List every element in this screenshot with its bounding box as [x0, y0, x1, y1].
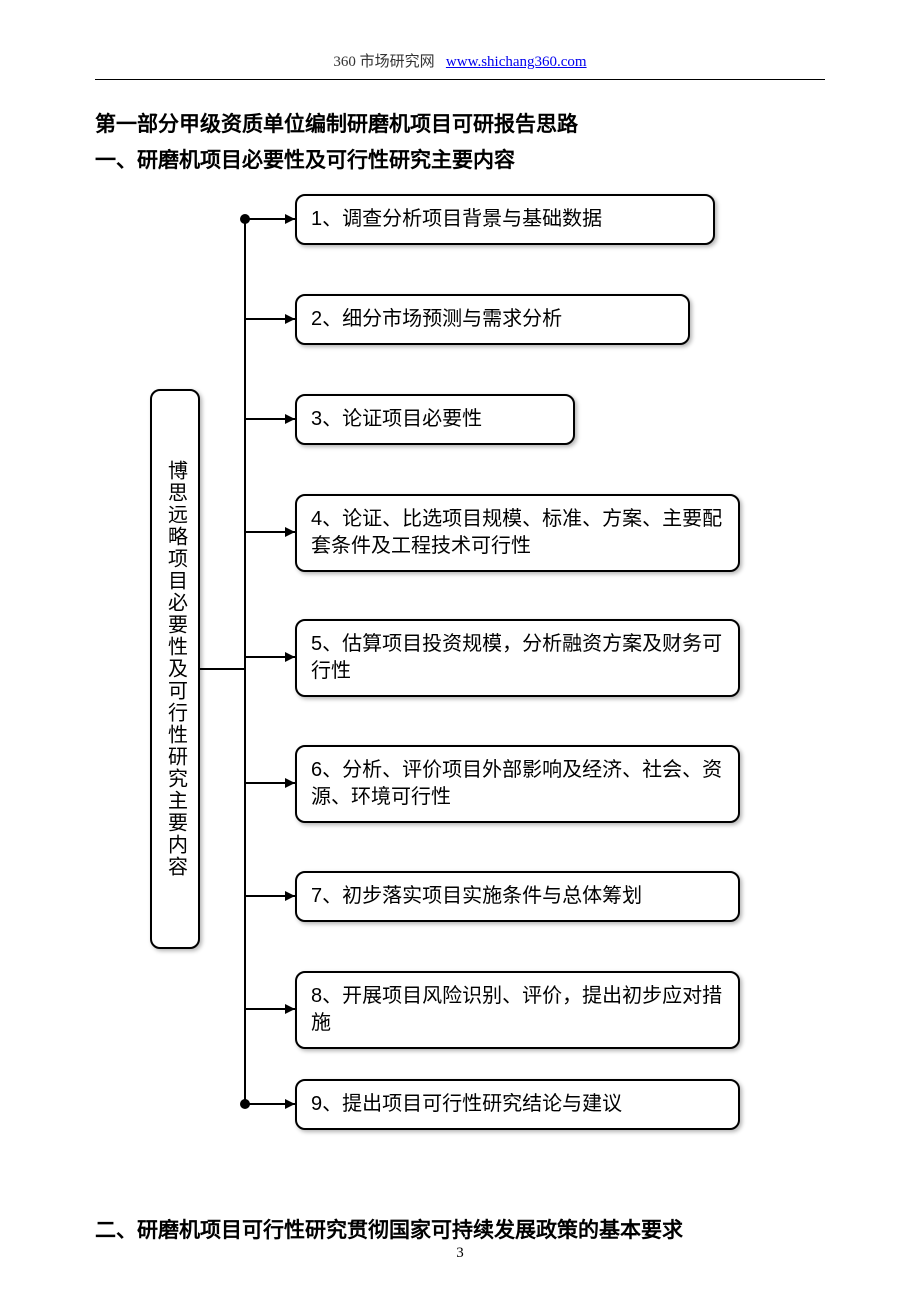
flowchart-step-6: 6、分析、评价项目外部影响及经济、社会、资源、环境可行性 — [295, 745, 740, 823]
page-number: 3 — [0, 1245, 920, 1262]
flowchart-step-4: 4、论证、比选项目规模、标准、方案、主要配套条件及工程技术可行性 — [295, 494, 740, 572]
part-title: 第一部分甲级资质单位编制研磨机项目可研报告思路 — [95, 108, 825, 138]
flowchart-step-7: 7、初步落实项目实施条件与总体筹划 — [295, 871, 740, 922]
section-1-title: 一、研磨机项目必要性及可行性研究主要内容 — [95, 144, 825, 174]
flowchart-step-9: 9、提出项目可行性研究结论与建议 — [295, 1079, 740, 1130]
page-header: 360 市场研究网 www.shichang360.com — [95, 50, 825, 80]
flowchart: 博思远略项目必要性及可行性研究主要内容 1、调查分析项目背景与基础数据 2、细分市… — [150, 194, 760, 1134]
flowchart-step-3: 3、论证项目必要性 — [295, 394, 575, 445]
flowchart-root: 博思远略项目必要性及可行性研究主要内容 — [150, 389, 200, 949]
section-2-title: 二、研磨机项目可行性研究贯彻国家可持续发展政策的基本要求 — [95, 1214, 825, 1244]
flowchart-step-5: 5、估算项目投资规模，分析融资方案及财务可行性 — [295, 619, 740, 697]
flowchart-step-8: 8、开展项目风险识别、评价，提出初步应对措施 — [295, 971, 740, 1049]
flowchart-step-2: 2、细分市场预测与需求分析 — [295, 294, 690, 345]
site-name: 360 市场研究网 — [333, 54, 434, 70]
flowchart-root-label: 博思远略项目必要性及可行性研究主要内容 — [164, 460, 187, 878]
flowchart-step-1: 1、调查分析项目背景与基础数据 — [295, 194, 715, 245]
site-link[interactable]: www.shichang360.com — [446, 54, 587, 70]
